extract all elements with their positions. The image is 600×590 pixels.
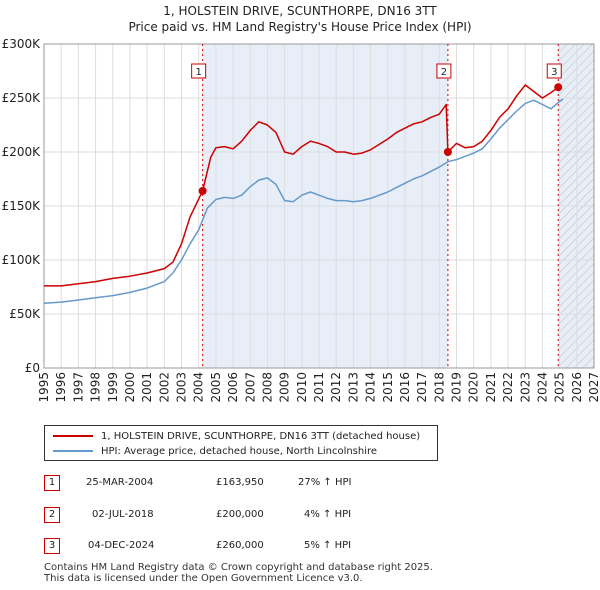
marker-label: 2	[441, 67, 447, 78]
plot-border	[43, 43, 595, 369]
footer-license: This data is licensed under the Open Gov…	[44, 573, 363, 584]
legend-swatch-hpi	[53, 450, 93, 452]
x-tick-label: 2022	[501, 372, 515, 403]
x-tick-label: 2019	[450, 372, 464, 403]
marker-label: 1	[195, 67, 201, 78]
x-tick-label: 2021	[484, 372, 498, 403]
y-tick-label: £150K	[2, 199, 42, 213]
transaction-hpi-diff: 27% ↑ HPI	[298, 477, 352, 488]
x-tick-label: 1997	[71, 372, 85, 403]
legend-item-property: 1, HOLSTEIN DRIVE, SCUNTHORPE, DN16 3TT …	[53, 429, 420, 443]
transaction-date: 02-JUL-2018	[92, 509, 154, 520]
x-tick-label: 2004	[192, 372, 206, 403]
x-tick-label: 2009	[278, 372, 292, 403]
y-tick-label: £0	[25, 361, 40, 375]
chart-legend: 1, HOLSTEIN DRIVE, SCUNTHORPE, DN16 3TT …	[44, 425, 438, 461]
x-tick-label: 1999	[106, 372, 120, 403]
transaction-date: 04-DEC-2024	[88, 540, 155, 551]
footer-copyright: Contains HM Land Registry data © Crown c…	[44, 562, 433, 573]
chart-subtitle: Price paid vs. HM Land Registry's House …	[128, 20, 472, 34]
x-tick-label: 2002	[157, 372, 171, 403]
marker-label-box	[191, 63, 207, 79]
transaction-date: 25-MAR-2004	[86, 477, 154, 488]
transaction-marker-badge: 2	[44, 507, 60, 523]
y-tick-label: £50K	[9, 307, 41, 321]
x-tick-label: 1995	[37, 372, 51, 403]
x-tick-label: 2000	[123, 372, 137, 403]
transaction-marker-badge: 1	[44, 475, 60, 491]
x-tick-label: 2013	[346, 372, 360, 403]
x-tick-label: 2005	[209, 372, 223, 403]
transaction-hpi-diff: 5% ↑ HPI	[304, 540, 352, 551]
x-tick-label: 2024	[535, 372, 549, 403]
x-tick-label: 2012	[329, 372, 343, 403]
sale-point	[198, 186, 207, 195]
property-price-line	[44, 84, 562, 287]
y-tick-label: £100K	[2, 253, 42, 267]
transaction-price: £200,000	[216, 509, 264, 520]
x-tick-label: 2017	[415, 372, 429, 403]
y-tick-label: £200K	[2, 145, 42, 159]
x-tick-label: 2026	[570, 372, 584, 403]
x-tick-label: 2010	[295, 372, 309, 403]
x-tick-label: 2003	[175, 372, 189, 403]
legend-item-hpi: HPI: Average price, detached house, Nort…	[53, 444, 377, 458]
legend-label-hpi: HPI: Average price, detached house, Nort…	[101, 445, 378, 457]
x-tick-label: 2027	[587, 372, 600, 403]
x-tick-label: 2008	[260, 372, 274, 403]
hpi-line	[43, 98, 564, 304]
x-tick-label: 2016	[398, 372, 412, 403]
x-tick-label: 2018	[432, 372, 446, 403]
sale-point	[554, 83, 563, 92]
marker-label: 3	[551, 67, 557, 78]
y-tick-label: £250K	[2, 91, 42, 105]
legend-swatch-property	[53, 435, 93, 437]
x-tick-label: 2007	[243, 372, 257, 403]
chart-title: 1, HOLSTEIN DRIVE, SCUNTHORPE, DN16 3TT	[163, 4, 437, 18]
sale-point	[443, 148, 452, 156]
x-tick-label: 2015	[381, 372, 395, 403]
x-tick-label: 2014	[364, 372, 378, 403]
x-tick-label: 1996	[54, 372, 68, 403]
x-tick-label: 2011	[312, 372, 326, 403]
transaction-marker-badge: 3	[44, 538, 60, 554]
y-tick-label: £300K	[2, 37, 42, 51]
x-tick-label: 2006	[226, 372, 240, 403]
x-tick-label: 1998	[89, 372, 103, 403]
transaction-hpi-diff: 4% ↑ HPI	[304, 509, 352, 520]
x-tick-label: 2025	[553, 372, 567, 403]
legend-label-property: 1, HOLSTEIN DRIVE, SCUNTHORPE, DN16 3TT …	[101, 430, 421, 442]
transaction-price: £163,950	[216, 477, 264, 488]
x-tick-label: 2001	[140, 372, 154, 403]
marker-label-box	[546, 63, 562, 79]
x-tick-label: 2020	[467, 372, 481, 403]
x-tick-label: 2023	[518, 372, 532, 403]
transaction-price: £260,000	[216, 540, 264, 551]
marker-label-box	[436, 63, 452, 79]
